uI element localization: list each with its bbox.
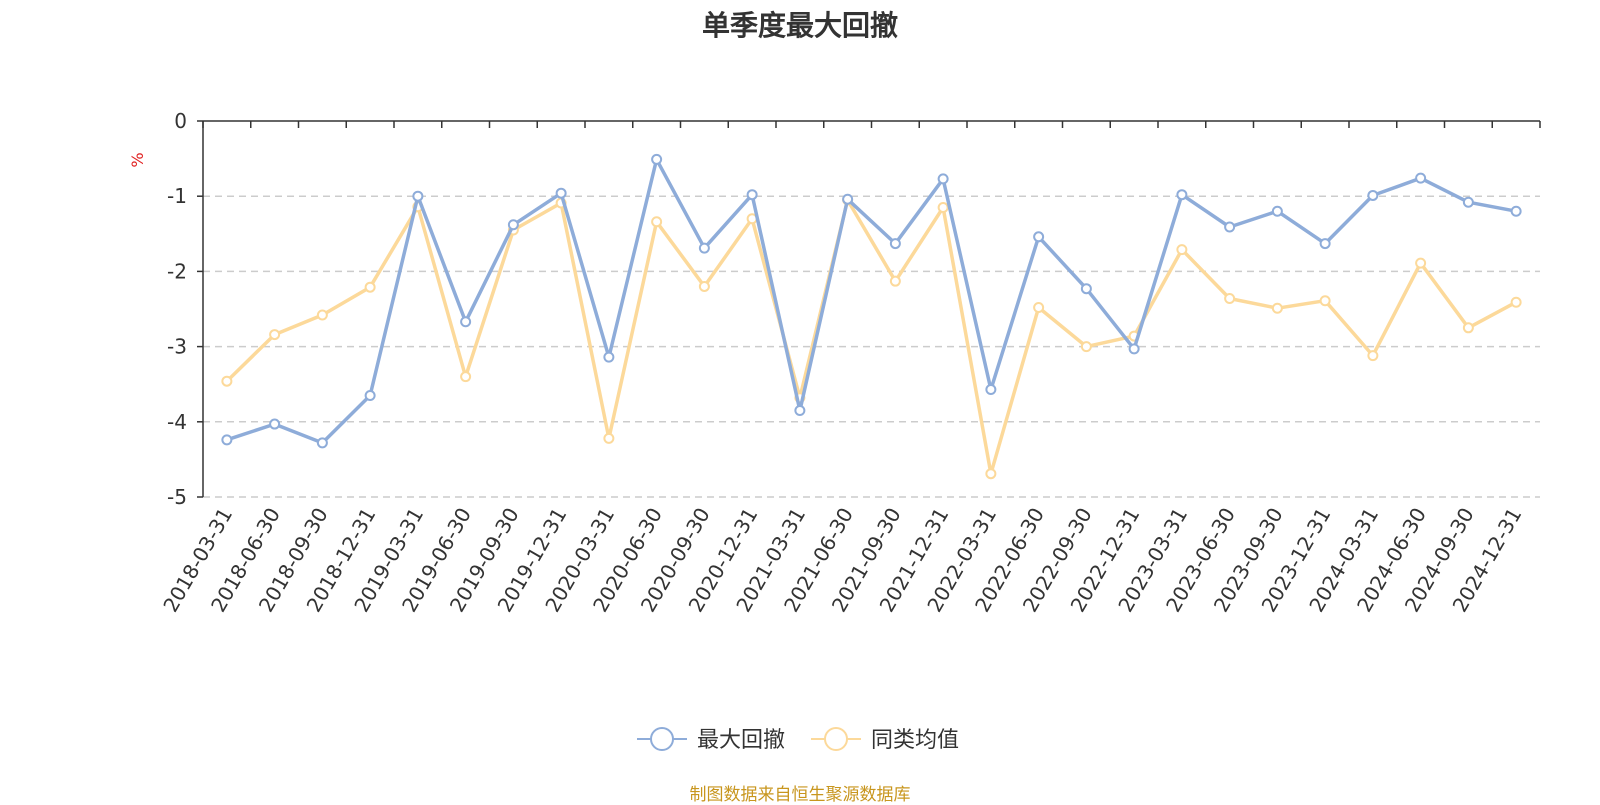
data-point xyxy=(889,238,901,250)
data-point xyxy=(698,242,710,254)
y-tick-label: -4 xyxy=(167,410,187,434)
data-point xyxy=(364,389,376,401)
data-point xyxy=(1415,172,1427,184)
data-point xyxy=(269,418,281,430)
data-point xyxy=(842,193,854,205)
data-point xyxy=(221,375,233,387)
legend-label: 同类均值 xyxy=(871,728,959,753)
data-point xyxy=(1033,301,1045,313)
data-point xyxy=(507,219,519,231)
series-line xyxy=(226,157,1517,445)
data-point xyxy=(746,189,758,201)
data-point xyxy=(269,329,281,341)
data-point xyxy=(1080,341,1092,353)
y-tick-label: 0 xyxy=(174,109,187,133)
data-point xyxy=(651,216,663,228)
data-point xyxy=(316,437,328,449)
data-point xyxy=(651,153,663,165)
data-point xyxy=(1128,343,1140,355)
y-tick-label: -1 xyxy=(167,184,187,208)
data-point xyxy=(1510,296,1522,308)
data-point xyxy=(1319,295,1331,307)
data-point xyxy=(1462,196,1474,208)
grid-lines xyxy=(203,195,1540,498)
data-point xyxy=(1462,322,1474,334)
data-point xyxy=(1176,189,1188,201)
data-point xyxy=(221,434,233,446)
data-point xyxy=(985,383,997,395)
legend: 最大回撤 同类均值 xyxy=(637,727,959,753)
data-point xyxy=(603,432,615,444)
legend-swatch-marker xyxy=(650,727,674,751)
y-tick-label: -5 xyxy=(167,485,187,509)
data-point xyxy=(1224,292,1236,304)
legend-label: 最大回撤 xyxy=(697,728,785,753)
data-point xyxy=(364,281,376,293)
y-axis-unit-label: % xyxy=(128,152,147,167)
axes: 0-1-2-3-4-52018-03-312018-06-302018-09-3… xyxy=(158,109,1541,616)
data-point xyxy=(316,309,328,321)
data-point xyxy=(1224,221,1236,233)
data-point xyxy=(460,316,472,328)
data-point xyxy=(1271,302,1283,314)
data-point xyxy=(1367,350,1379,362)
data-point xyxy=(1415,257,1427,269)
data-point xyxy=(937,201,949,213)
data-point xyxy=(1033,231,1045,243)
data-point xyxy=(698,280,710,292)
data-point xyxy=(1319,238,1331,250)
data-point xyxy=(794,405,806,417)
y-tick-label: -3 xyxy=(167,335,187,359)
data-point xyxy=(985,468,997,480)
data-point xyxy=(460,371,472,383)
data-point xyxy=(555,187,567,199)
data-point xyxy=(937,173,949,185)
legend-swatch-marker xyxy=(824,727,848,751)
data-point xyxy=(1510,205,1522,217)
data-point xyxy=(1367,189,1379,201)
chart-title: 单季度最大回撤 xyxy=(701,9,898,42)
data-point xyxy=(412,190,424,202)
source-note: 制图数据来自恒生聚源数据库 xyxy=(689,785,911,805)
data-point xyxy=(1271,205,1283,217)
y-tick-label: -2 xyxy=(167,259,187,283)
data-point xyxy=(603,351,615,363)
series-lines xyxy=(221,153,1522,480)
data-point xyxy=(1080,283,1092,295)
data-point xyxy=(889,275,901,287)
series-line xyxy=(225,198,1517,476)
data-point xyxy=(1176,244,1188,256)
